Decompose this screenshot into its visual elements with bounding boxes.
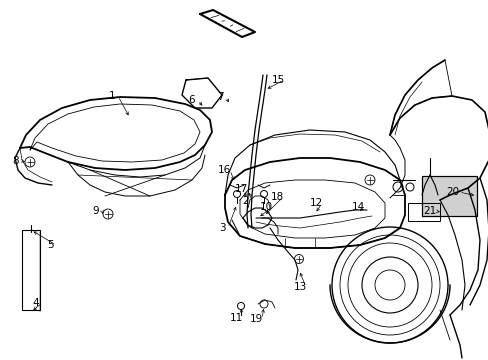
Text: 16: 16 <box>217 165 230 175</box>
Text: 1: 1 <box>108 91 115 101</box>
Bar <box>421 176 476 216</box>
Bar <box>407 203 439 221</box>
Text: 19: 19 <box>249 314 262 324</box>
Text: 3: 3 <box>218 223 225 233</box>
Text: 13: 13 <box>293 282 306 292</box>
Text: 7: 7 <box>216 92 223 102</box>
Text: 11: 11 <box>229 313 242 323</box>
Text: 5: 5 <box>46 240 53 250</box>
Text: 18: 18 <box>270 192 283 202</box>
Text: 21: 21 <box>423 206 436 216</box>
Text: 9: 9 <box>93 206 99 216</box>
Text: 17: 17 <box>234 184 247 194</box>
Text: 2: 2 <box>242 196 249 206</box>
Text: 8: 8 <box>13 156 19 166</box>
Text: 14: 14 <box>351 202 364 212</box>
Bar <box>421 176 476 216</box>
Text: 4: 4 <box>33 298 39 308</box>
Text: 15: 15 <box>271 75 284 85</box>
Text: 12: 12 <box>309 198 322 208</box>
Text: 10: 10 <box>259 202 272 212</box>
Bar <box>22 230 40 310</box>
Text: 20: 20 <box>446 187 459 197</box>
Text: 6: 6 <box>188 95 195 105</box>
